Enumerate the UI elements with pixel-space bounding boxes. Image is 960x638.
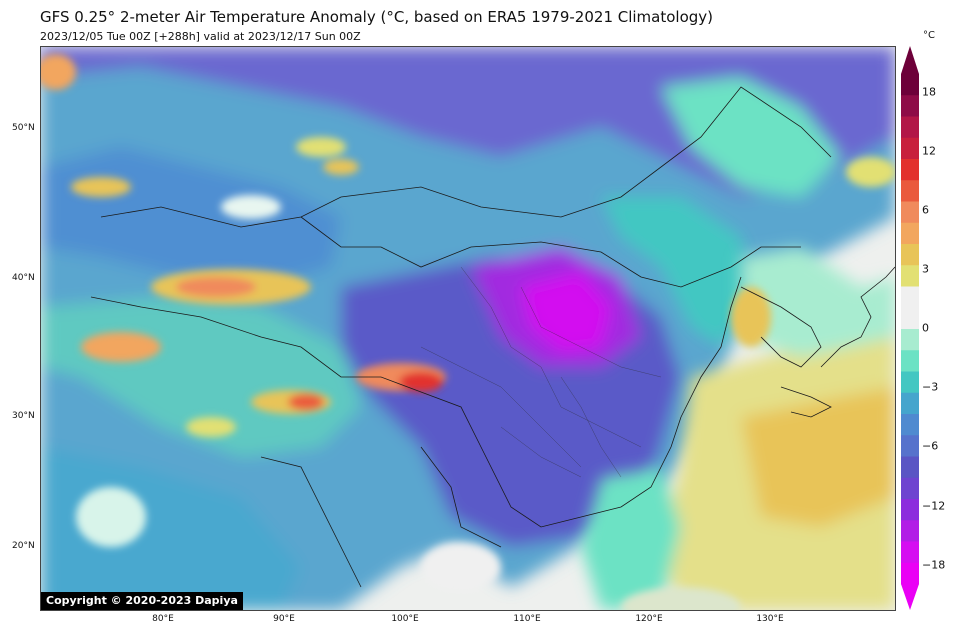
colorbar-segment <box>901 180 919 202</box>
colorbar-segment <box>901 371 919 394</box>
lat-label-20n: 20°N <box>12 541 35 551</box>
lon-label-110e: 110°E <box>513 614 541 624</box>
colorbar-segment <box>901 201 919 224</box>
colorbar-segment <box>901 74 919 96</box>
lon-label-80e: 80°E <box>152 614 174 624</box>
colorbar-segment <box>901 159 919 181</box>
colorbar-unit: °C <box>923 30 935 41</box>
colorbar-segment <box>901 562 919 585</box>
colorbar-segment <box>901 499 919 521</box>
lon-label-90e: 90°E <box>273 614 295 624</box>
colorbar-segment <box>901 265 919 287</box>
colorbar-extend-max <box>901 46 919 74</box>
colorbar-segment <box>901 435 919 457</box>
colorbar-tick-6: 6 <box>922 203 929 217</box>
colorbar-tick-18: 18 <box>922 85 936 99</box>
lat-label-50n: 50°N <box>12 123 35 133</box>
colorbar-segment <box>901 456 919 479</box>
colorbar-extend-min <box>901 584 919 610</box>
colorbar <box>901 46 919 610</box>
colorbar-segment <box>901 414 919 436</box>
colorbar-segment <box>901 477 919 500</box>
colorbar-tick-3: 3 <box>922 262 929 276</box>
lat-label-30n: 30°N <box>12 411 35 421</box>
province-borders <box>420 266 662 478</box>
warm-anomaly-patches <box>41 54 895 437</box>
colorbar-segment <box>901 307 919 330</box>
colorbar-segment <box>901 116 919 139</box>
lat-label-40n: 40°N <box>12 273 35 283</box>
colorbar-tick-12: 12 <box>922 144 936 158</box>
colorbar-segment <box>901 95 919 117</box>
lon-label-120e: 120°E <box>635 614 663 624</box>
neutral-patches <box>76 195 741 610</box>
colorbar-segment <box>901 286 919 309</box>
colorbar-segment <box>901 244 919 266</box>
colorbar-segment <box>901 541 919 564</box>
colorbar-tick-neg18: −18 <box>922 558 946 572</box>
colorbar-tick-neg6: −6 <box>922 439 939 453</box>
colorbar-segment <box>901 329 919 351</box>
colorbar-tick-neg12: −12 <box>922 499 946 513</box>
anomaly-map <box>40 46 896 611</box>
country-borders <box>90 86 895 588</box>
colorbar-segment <box>901 392 919 415</box>
colorbar-tick-0: 0 <box>922 321 929 335</box>
colorbar-segment <box>901 350 919 372</box>
colorbar-segment <box>901 520 919 542</box>
lon-label-100e: 100°E <box>391 614 419 624</box>
map-subtitle: 2023/12/05 Tue 00Z [+288h] valid at 2023… <box>40 30 361 43</box>
copyright-badge: Copyright © 2020-2023 Dapiya <box>41 592 243 610</box>
lon-label-130e: 130°E <box>756 614 784 624</box>
map-title: GFS 0.25° 2-meter Air Temperature Anomal… <box>40 8 714 26</box>
colorbar-segment <box>901 222 919 245</box>
colorbar-segment <box>901 137 919 160</box>
warm-ocean-anomaly <box>581 247 895 610</box>
colorbar-tick-neg3: −3 <box>922 380 939 394</box>
